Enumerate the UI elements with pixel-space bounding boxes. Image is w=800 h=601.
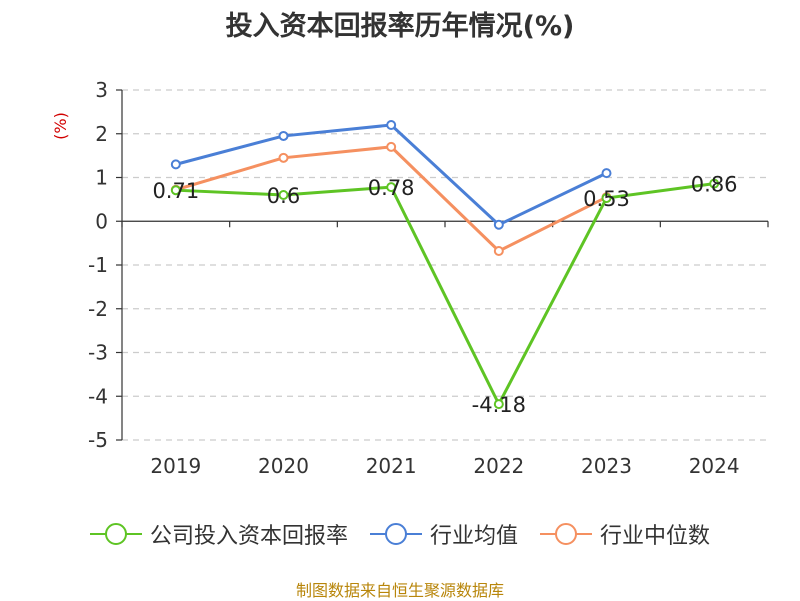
series-line (175, 182, 715, 406)
data-point[interactable] (709, 178, 720, 189)
data-label: -4.18 (472, 393, 526, 417)
chart-canvas: (%) 3 2 1 0 -1 -2 -3 -4 -5 2019 2020 2021 2022 2023 20… (51, 78, 769, 478)
chart-title: 投入资本回报率历年情况(%) (225, 11, 575, 42)
chart-legend: 公司投入资本回报率 行业均值 行业中位数 (0, 518, 800, 550)
legend-item-company[interactable]: 公司投入资本回报率 (89, 518, 348, 550)
data-point[interactable] (278, 190, 289, 200)
legend-label: 公司投入资本回报率 (149, 524, 348, 549)
data-point[interactable] (278, 152, 289, 163)
data-label: 0.71 (152, 179, 199, 203)
y-tick-label: -3 (88, 341, 108, 365)
data-point[interactable] (493, 399, 504, 410)
data-point[interactable] (493, 219, 504, 230)
data-point[interactable] (601, 168, 612, 179)
x-tick-label: 2023 (581, 454, 632, 478)
data-source-note: 制图数据来自恒生聚源数据库 (295, 581, 504, 600)
x-tick-label: 2022 (473, 454, 524, 478)
series-line (175, 123, 608, 227)
legend-marker-icon (89, 522, 142, 546)
legend-marker-icon (540, 522, 592, 546)
x-tick-label: 2020 (258, 454, 309, 478)
y-tick-label: -2 (88, 297, 108, 321)
y-unit-label: (%) (51, 112, 70, 140)
y-tick-label: 0 (95, 209, 108, 233)
x-tick-label: 2021 (366, 454, 417, 478)
data-label: 0.6 (267, 184, 300, 208)
y-tick-label: -1 (88, 253, 108, 277)
data-label: 0.53 (583, 187, 630, 211)
x-tick-label: 2019 (150, 454, 201, 478)
y-tick-label: 1 (95, 166, 108, 190)
y-tick-label: -4 (88, 384, 108, 408)
data-point[interactable] (170, 185, 181, 196)
legend-item-industry-median[interactable]: 行业中位数 (540, 518, 710, 550)
legend-label: 行业均值 (429, 524, 518, 549)
data-point[interactable] (386, 141, 397, 152)
data-point[interactable] (386, 182, 397, 193)
data-point[interactable] (601, 193, 612, 204)
data-point[interactable] (278, 130, 289, 141)
data-point[interactable] (493, 246, 504, 256)
data-point[interactable] (386, 120, 397, 130)
y-tick-label: 3 (95, 78, 108, 102)
data-label: 0.86 (691, 173, 738, 197)
y-tick-label: 2 (95, 122, 108, 146)
legend-item-industry-mean[interactable]: 行业均值 (369, 518, 518, 550)
legend-marker-icon (369, 522, 422, 546)
legend-label: 行业中位数 (600, 524, 711, 549)
data-point[interactable] (170, 159, 181, 170)
x-tick-label: 2024 (689, 454, 740, 478)
y-tick-label: -5 (88, 428, 108, 452)
data-label: 0.78 (368, 176, 415, 200)
